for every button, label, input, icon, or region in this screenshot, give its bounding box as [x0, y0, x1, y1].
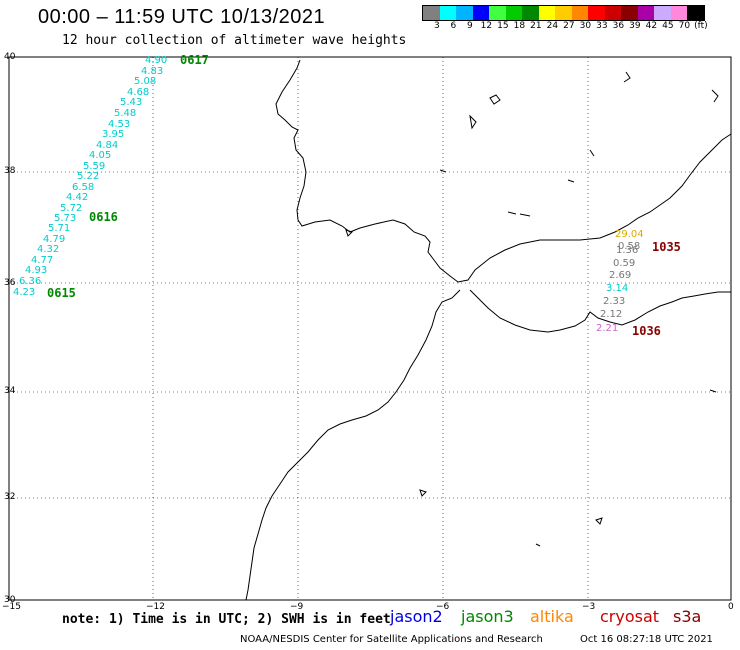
time-label: 0617 — [180, 53, 209, 67]
colorbar-label: (ft) — [694, 21, 708, 31]
colorbar-label: 33 — [596, 21, 608, 31]
swh-value: 0.59 — [613, 258, 636, 269]
satellite-jason2: jason2 — [390, 607, 443, 626]
lat-label-34: 34 — [4, 386, 16, 396]
swh-value: 29.04 — [615, 229, 644, 240]
wave-height-colorbar — [422, 5, 705, 21]
swh-value: 6.58 — [72, 182, 95, 193]
swh-value: 3.95 — [102, 129, 125, 140]
colorbar-label: 39 — [629, 21, 641, 31]
swh-value: 5.59 — [83, 161, 106, 172]
colorbar-label: 42 — [645, 21, 658, 31]
swh-value: 4.77 — [31, 255, 54, 266]
colorbar-label: 27 — [563, 21, 575, 31]
colorbar-swatch — [670, 6, 687, 20]
satellite-jason3: jason3 — [461, 607, 514, 626]
colorbar-label: 3 — [433, 21, 440, 31]
colorbar-label: 18 — [513, 21, 526, 31]
colorbar-swatch — [654, 6, 671, 20]
swh-value: 4.83 — [141, 66, 164, 77]
lat-label-32: 32 — [4, 492, 16, 502]
graticule — [9, 57, 731, 600]
colorbar-swatch — [687, 6, 704, 20]
swh-value: 1.36 — [616, 245, 639, 256]
colorbar-swatch — [588, 6, 605, 20]
colorbar-swatch — [472, 6, 489, 20]
swh-value: 5.43 — [120, 97, 143, 108]
generated-timestamp: Oct 16 08:27:18 UTC 2021 — [580, 634, 713, 645]
swh-value: 5.71 — [48, 223, 71, 234]
colorbar-label: 12 — [480, 21, 493, 31]
swh-value: 4.53 — [108, 119, 131, 130]
lon-label-w9: −9 — [290, 602, 304, 612]
swh-value: 0.58 — [618, 241, 641, 252]
swh-value: 5.08 — [134, 76, 157, 87]
swh-value: 4.84 — [96, 140, 119, 151]
colorbar-swatch — [637, 6, 654, 20]
swh-value: 5.73 — [54, 213, 77, 224]
swh-value: 4.90 — [145, 55, 168, 66]
colorbar-swatch — [489, 6, 506, 20]
time-label: 1036 — [632, 324, 661, 338]
swh-value: 2.12 — [600, 309, 623, 320]
lon-label-w12: −12 — [146, 602, 165, 612]
satellite-cryosat: cryosat — [600, 607, 660, 626]
swh-value: 4.05 — [89, 150, 112, 161]
colorbar-swatch — [522, 6, 539, 20]
colorbar-swatch — [456, 6, 473, 20]
swh-value: 4.23 — [13, 287, 36, 298]
colorbar-swatch — [604, 6, 621, 20]
swh-value: 5.48 — [114, 108, 137, 119]
time-label: 1035 — [652, 240, 681, 254]
credit-line: NOAA/NESDIS Center for Satellite Applica… — [240, 634, 543, 645]
lon-label-0: 0 — [728, 602, 734, 612]
swh-value: 3.14 — [606, 283, 629, 294]
swh-value: 5.72 — [60, 203, 83, 214]
colorbar-label: 9 — [466, 21, 473, 31]
swh-value: 6.36 — [19, 276, 42, 287]
lon-label-w3: −3 — [582, 602, 596, 612]
swh-value: 2.21 — [596, 323, 619, 334]
colorbar-label: 36 — [612, 21, 625, 31]
swh-value: 2.33 — [603, 296, 626, 307]
map-title: 00:00 – 11:59 UTC 10/13/2021 — [38, 6, 326, 28]
footer-note: note: 1) Time is in UTC; 2) SWH is in fe… — [62, 612, 391, 627]
satellite-altika: altika — [530, 607, 574, 626]
swh-value: 4.93 — [25, 265, 48, 276]
colorbar-label: 21 — [530, 21, 542, 31]
swh-value: 4.68 — [127, 87, 150, 98]
lon-label-w6: −6 — [436, 602, 450, 612]
colorbar-label: 45 — [662, 21, 674, 31]
time-label: 0616 — [89, 210, 118, 224]
colorbar-label: 6 — [450, 21, 457, 31]
map-subtitle: 12 hour collection of altimeter wave hei… — [62, 33, 407, 48]
colorbar-label: 15 — [497, 21, 509, 31]
swh-value: 4.79 — [43, 234, 66, 245]
colorbar-swatch — [439, 6, 456, 20]
lon-label-w15: −15 — [2, 602, 21, 612]
colorbar-label: 24 — [546, 21, 559, 31]
colorbar-swatch — [423, 6, 440, 20]
satellite-s3a: s3a — [673, 607, 702, 626]
swh-value: 4.32 — [37, 244, 60, 255]
lat-label-38: 38 — [4, 166, 16, 176]
time-label: 0615 — [47, 286, 76, 300]
swh-value: 5.22 — [77, 171, 100, 182]
colorbar-label: 70 — [678, 21, 691, 31]
colorbar-swatch — [621, 6, 638, 20]
colorbar-label: 30 — [579, 21, 592, 31]
swh-value: 2.69 — [609, 270, 632, 281]
colorbar-swatch — [555, 6, 572, 20]
colorbar-swatch — [505, 6, 522, 20]
colorbar-swatch — [571, 6, 588, 20]
colorbar-swatch — [538, 6, 555, 20]
swh-value: 4.42 — [66, 192, 89, 203]
coastline — [245, 59, 732, 601]
